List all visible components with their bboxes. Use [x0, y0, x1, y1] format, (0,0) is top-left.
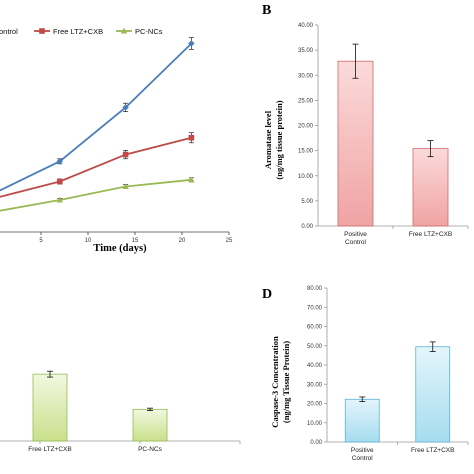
bar: [337, 60, 374, 227]
x-tick-label: 20: [179, 238, 186, 244]
legend-entry: Free LTZ+CXB: [34, 27, 103, 36]
data-point: [188, 40, 195, 47]
series-1: [0, 37, 195, 192]
data-point: [56, 158, 63, 165]
y-tick-label: 80.00: [307, 286, 323, 292]
data-point: [188, 176, 195, 183]
panel-label: D: [262, 287, 272, 302]
bar-plot: 0.00 10.00 20.00 30.00 40.00 50.00 60.00 70.00 8…: [307, 286, 469, 462]
series-2: [0, 132, 195, 198]
bar: [344, 398, 380, 443]
x-tick-label: 5: [39, 238, 43, 244]
data-point: [122, 183, 129, 190]
y-axis-label-line1: Caspase-3 Concentration: [270, 336, 280, 428]
y-tick-label: 50.00: [307, 344, 323, 350]
y-tick-label: 30.00: [307, 382, 323, 388]
y-tick-label: 25.00: [298, 98, 314, 104]
data-point: [188, 134, 195, 141]
y-tick-label: 0.00: [310, 440, 322, 446]
y-tick-label: 5.00: [301, 199, 313, 205]
category-label: Positive: [344, 231, 367, 238]
legend-label: ontrol: [0, 27, 18, 36]
y-axis-label-line1: Aromatase level: [263, 110, 273, 169]
y-axis-label-line2: (ng/mg Tissue Protein): [281, 341, 291, 423]
category-label: Control: [345, 239, 367, 246]
axes: 5 10 15 20 25: [0, 231, 233, 244]
panel-label: B: [262, 3, 271, 18]
category-label: Positive: [351, 447, 374, 454]
legend-label: Free LTZ+CXB: [53, 27, 103, 36]
y-tick-label: 30.00: [298, 73, 314, 79]
legend-entry: PC-NCs: [116, 27, 163, 36]
category-label: Control: [352, 455, 374, 462]
y-axis-label-line2: (ng/mg tissue protein): [274, 100, 284, 179]
data-point: [120, 27, 128, 34]
series-line: [0, 178, 192, 212]
x-tick-label: 15: [132, 238, 139, 244]
data-point: [56, 196, 63, 203]
bar: [415, 346, 451, 443]
panel-b-bar-chart: B Aromatase level (ng/mg tissue protein)…: [262, 3, 469, 246]
legend-entry: ontrol: [0, 27, 18, 36]
data-point: [122, 151, 129, 158]
series-line: [0, 136, 192, 198]
legend: ontrol Free LTZ+CXB PC-NCs: [0, 27, 163, 36]
bar: [32, 373, 68, 442]
x-tick-label: 10: [85, 238, 92, 244]
bar: [132, 408, 168, 442]
y-tick-label: 10.00: [298, 174, 314, 180]
panel-d-bar-chart: D Caspase-3 Concentration (ng/mg Tissue …: [262, 286, 469, 462]
y-tick-label: 35.00: [298, 48, 314, 54]
category-label: Free LTZ+CXB: [409, 231, 452, 238]
panel-a-line-chart: ontrol Free LTZ+CXB PC-NCs 5 10 15 20 25 Time …: [0, 27, 233, 254]
y-tick-label: 10.00: [307, 421, 323, 427]
series-group: [0, 37, 195, 212]
data-point: [122, 104, 129, 111]
legend-label: PC-NCs: [135, 27, 163, 36]
y-tick-label: 20.00: [307, 402, 323, 408]
y-tick-label: 40.00: [298, 23, 314, 29]
bar: [412, 148, 449, 227]
x-tick-label: 25: [226, 238, 233, 244]
category-label: Free LTZ+CXB: [28, 446, 71, 453]
y-tick-label: 70.00: [307, 305, 323, 311]
data-point: [57, 178, 63, 185]
y-tick-label: 0.00: [301, 224, 313, 230]
series-3: [0, 176, 195, 212]
y-tick-label: 15.00: [298, 149, 314, 155]
y-tick-label: 60.00: [307, 325, 323, 331]
series-line: [0, 42, 193, 192]
data-point: [39, 28, 45, 34]
x-axis-label: Time (days): [93, 243, 147, 254]
category-label: PC-NCs: [138, 446, 163, 453]
category-label: Free LTZ+CXB: [411, 447, 454, 454]
y-tick-label: 40.00: [307, 363, 323, 369]
bar-plot: 0.00 5.00 10.00 15.00 20.00 25.00 30.00 35.00 40…: [298, 23, 469, 246]
y-tick-label: 20.00: [298, 124, 314, 130]
